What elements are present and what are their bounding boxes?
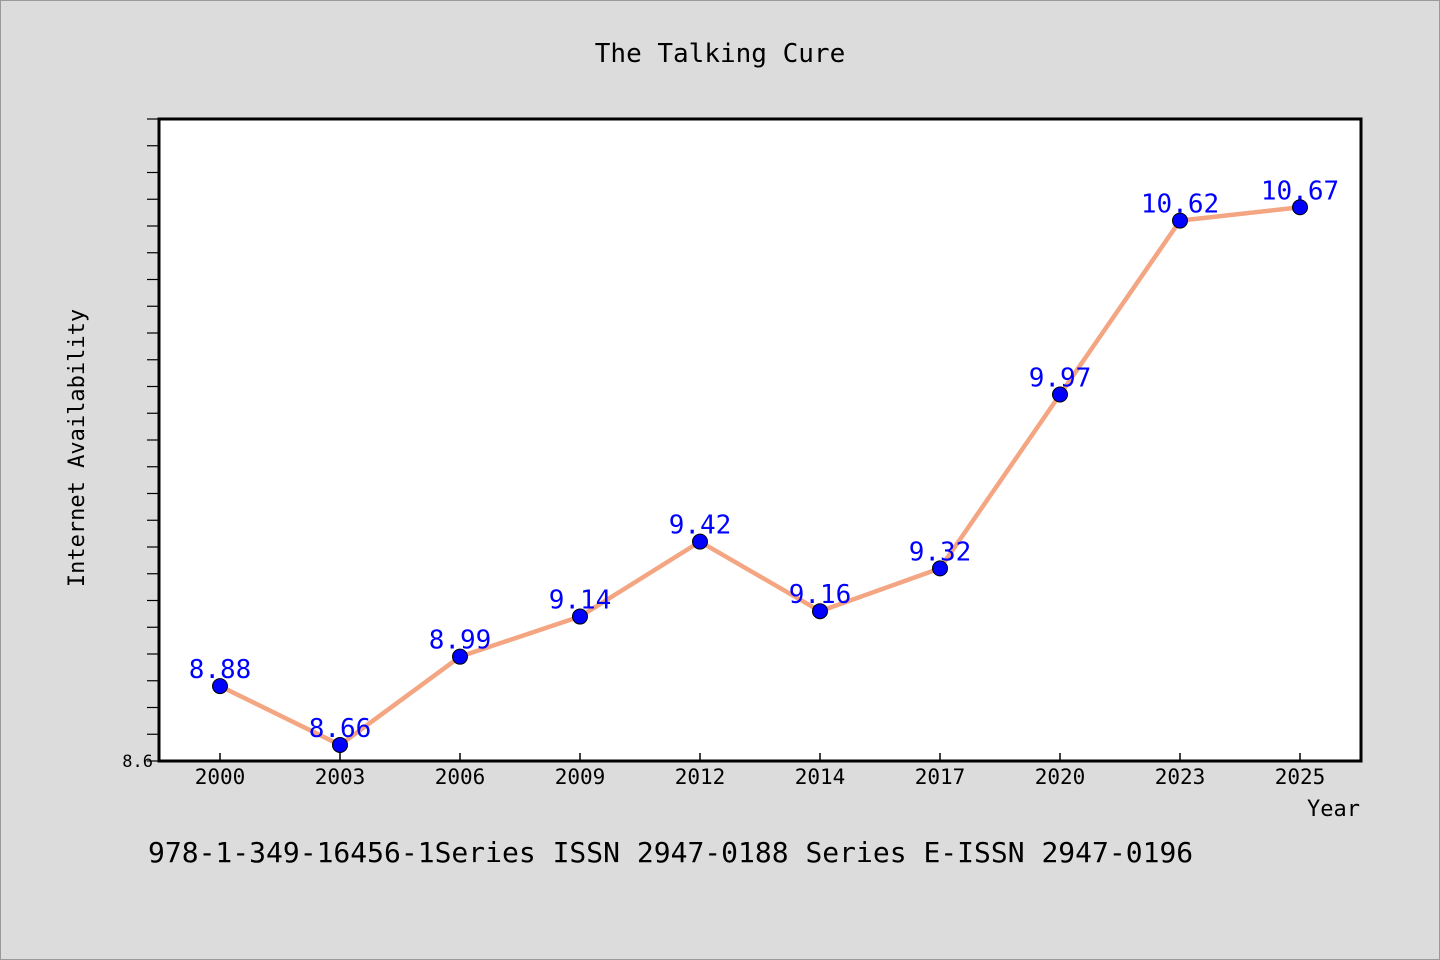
data-point-label: 9.97	[1029, 364, 1092, 394]
data-point-marker	[932, 560, 948, 577]
data-point-label: 9.32	[909, 537, 972, 567]
x-tick-label: 2023	[1155, 765, 1206, 789]
chart-title: The Talking Cure	[595, 39, 845, 69]
data-point-label: 10.62	[1141, 190, 1219, 220]
data-point-marker	[692, 533, 708, 550]
data-point-marker	[1172, 212, 1188, 229]
data-point-label: 8.88	[189, 655, 252, 685]
x-tick-label: 2017	[915, 765, 966, 789]
x-axis-ticks: 2000 2003 2006 2009 2012 2014 2017 2020 2023 2025	[195, 753, 1326, 789]
x-tick-label: 2020	[1035, 765, 1086, 789]
x-tick-label: 2006	[435, 765, 486, 789]
data-point-label: 9.42	[669, 511, 732, 541]
data-point-label: 9.14	[549, 586, 612, 616]
data-point-marker	[1292, 199, 1308, 216]
data-point-marker	[332, 736, 348, 753]
data-point-label: 8.66	[309, 714, 372, 744]
y-axis-ticks: 8.6	[122, 118, 159, 772]
data-point-marker	[452, 648, 468, 665]
data-point-label: 10.67	[1261, 176, 1339, 206]
data-point-marker	[212, 678, 228, 695]
x-axis-label: Year	[1307, 797, 1360, 822]
x-tick-label: 2014	[795, 765, 846, 789]
y-tick-label: 8.6	[122, 752, 153, 772]
data-point-marker	[812, 603, 828, 620]
footer-isbn-text: 978-1-349-16456-1Series ISSN 2947-0188 S…	[148, 836, 1193, 869]
plot-area	[157, 117, 1363, 763]
x-tick-label: 2003	[315, 765, 366, 789]
data-point-marker	[1052, 386, 1068, 403]
x-tick-label: 2025	[1275, 765, 1326, 789]
data-point-marker	[572, 608, 588, 625]
data-point-label: 9.16	[789, 580, 852, 610]
x-tick-label: 2009	[555, 765, 606, 789]
y-axis-label: Internet Availability	[65, 309, 90, 587]
data-point-label: 8.99	[429, 626, 492, 656]
x-tick-label: 2012	[675, 765, 726, 789]
series-line	[217, 205, 1303, 748]
x-tick-label: 2000	[195, 765, 246, 789]
series-layer: 8.88 8.66 8.99 9.14 9.42 9.16 9.32 9.97 10.62 10.…	[189, 176, 1339, 753]
